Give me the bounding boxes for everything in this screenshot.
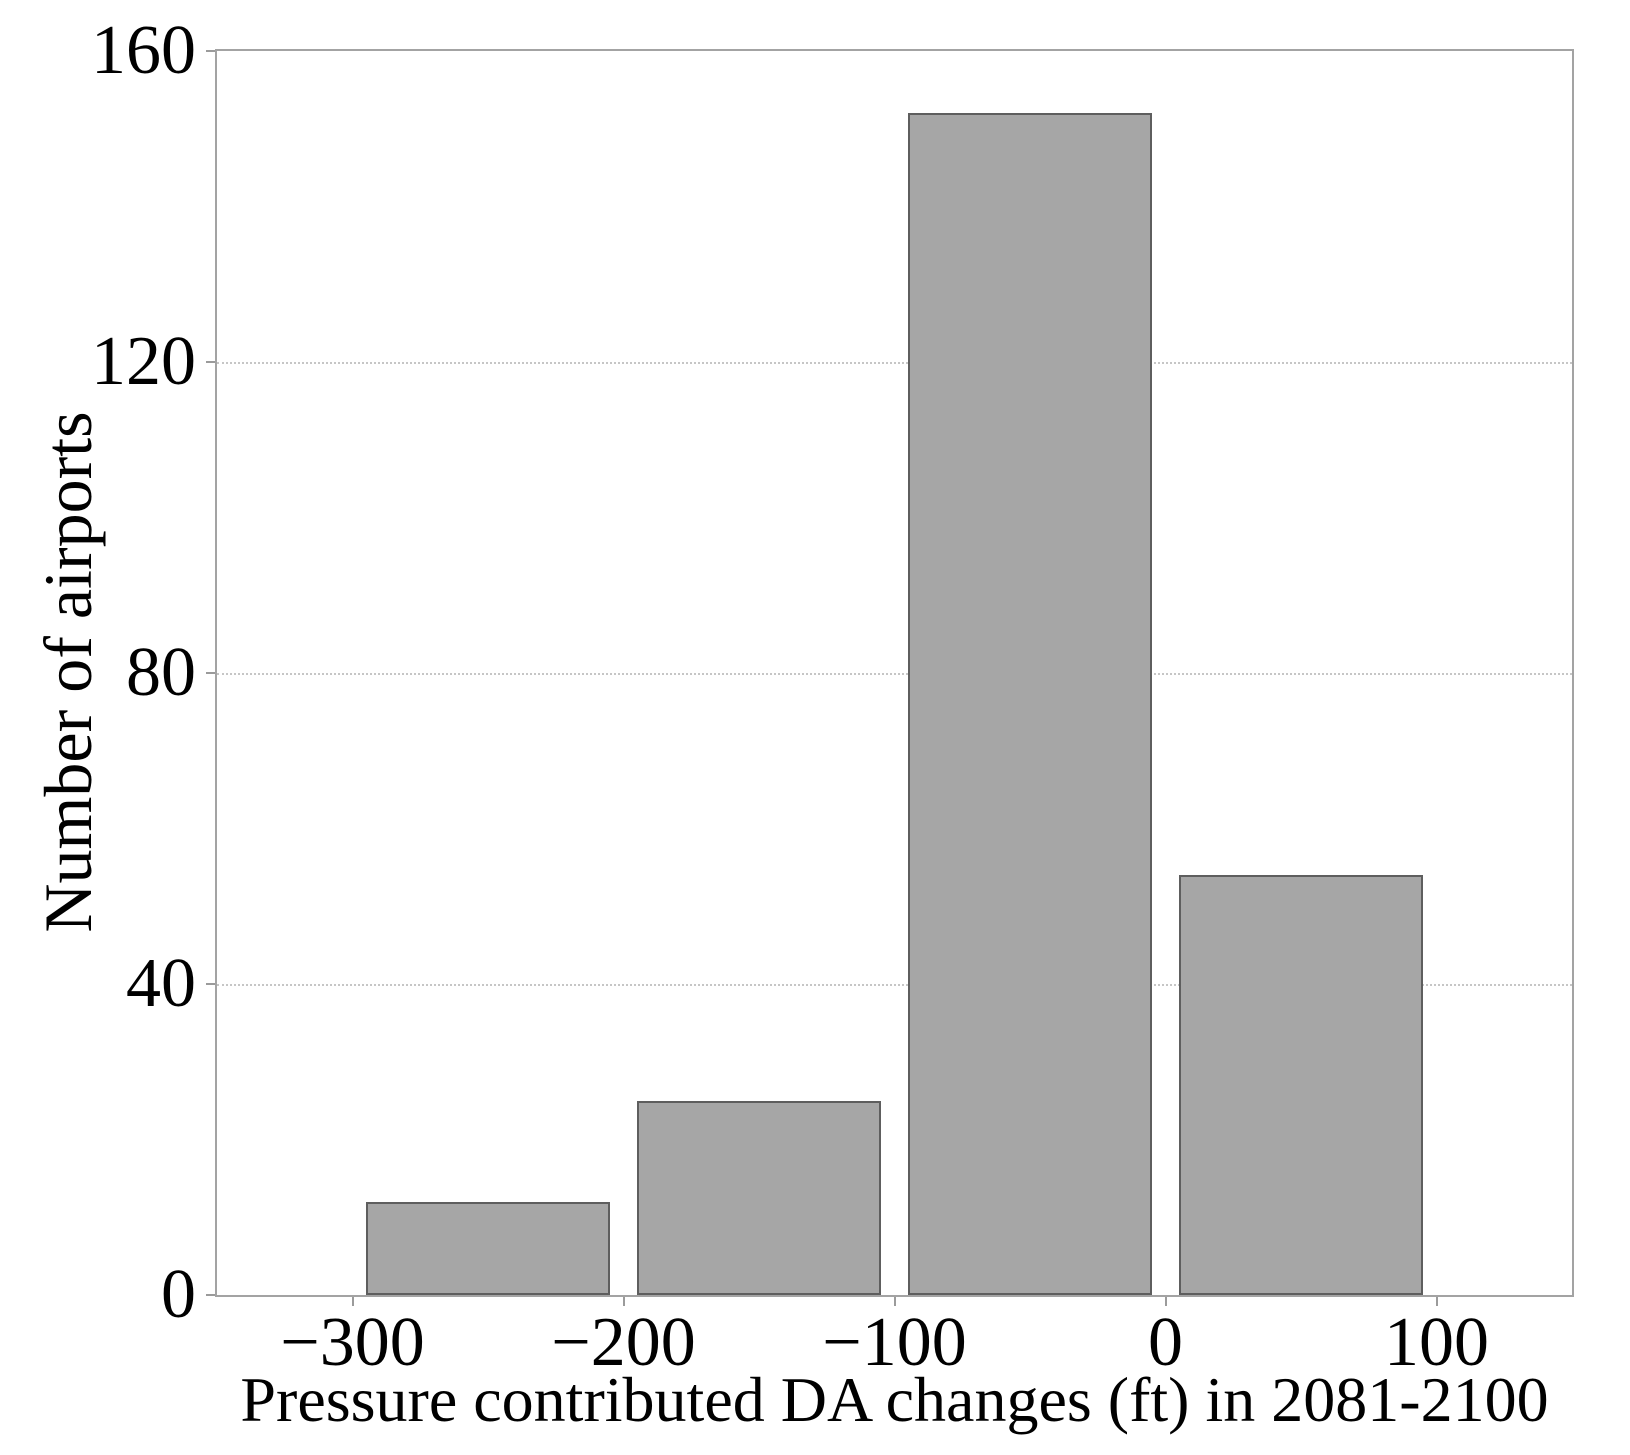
y-tick-mark-120 bbox=[206, 361, 215, 363]
y-tick-label-80: 80 bbox=[126, 634, 196, 711]
bar-bin--300-to--200 bbox=[366, 1201, 610, 1295]
y-tick-label-40: 40 bbox=[126, 945, 196, 1022]
x-tick-label--100: −100 bbox=[822, 1304, 967, 1381]
y-tick-label-160: 160 bbox=[91, 12, 196, 89]
x-tick-label--300: −300 bbox=[280, 1304, 425, 1381]
x-tick-mark-0 bbox=[1164, 1297, 1167, 1306]
bar-bin--100-to-0 bbox=[908, 113, 1152, 1295]
y-tick-mark-160 bbox=[206, 50, 215, 52]
x-tick-mark-100 bbox=[1435, 1297, 1438, 1306]
y-tick-label-0: 0 bbox=[161, 1256, 196, 1333]
gridline-y-40 bbox=[217, 984, 1572, 986]
plot-area bbox=[215, 49, 1574, 1297]
x-tick-label--200: −200 bbox=[551, 1304, 696, 1381]
gridline-y-80 bbox=[217, 673, 1572, 675]
x-tick-mark--300 bbox=[351, 1297, 354, 1306]
y-tick-mark-80 bbox=[206, 672, 215, 674]
x-tick-mark--200 bbox=[622, 1297, 625, 1306]
gridline-y-120 bbox=[217, 362, 1572, 364]
y-tick-mark-40 bbox=[206, 983, 215, 985]
x-tick-label-0: 0 bbox=[1148, 1304, 1183, 1381]
y-tick-label-120: 120 bbox=[91, 323, 196, 400]
x-axis-label: Pressure contributed DA changes (ft) in … bbox=[240, 1364, 1549, 1435]
bar-bin--200-to--100 bbox=[637, 1100, 881, 1295]
x-tick-mark--100 bbox=[893, 1297, 896, 1306]
bar-bin-0-to-100 bbox=[1179, 875, 1423, 1295]
y-tick-mark-0 bbox=[206, 1294, 215, 1296]
x-tick-label-100: 100 bbox=[1384, 1304, 1489, 1381]
